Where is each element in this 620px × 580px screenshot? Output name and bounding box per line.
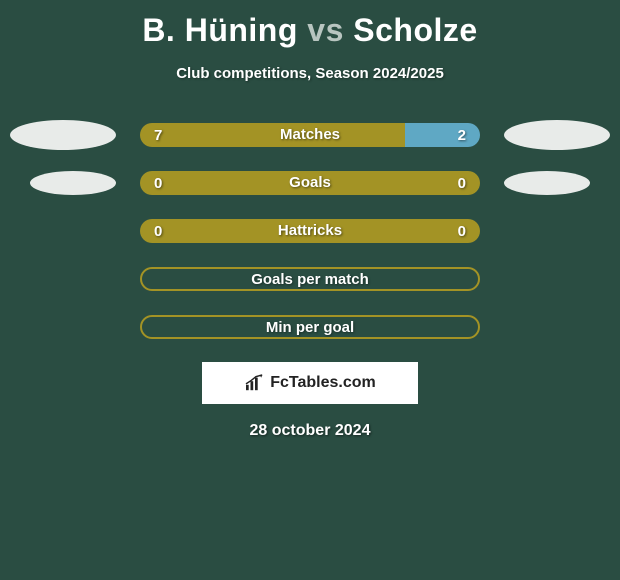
bar-hattricks-left: 0 <box>140 219 310 243</box>
player1-badge-goals <box>30 171 116 195</box>
bar-matches-left: 7 <box>140 123 405 147</box>
bar-goals-left: 0 <box>140 171 310 195</box>
bar-matches-right: 2 <box>405 123 480 147</box>
player2-badge-matches <box>504 120 610 150</box>
bar-hattricks-right: 0 <box>310 219 480 243</box>
bar-goals-right: 0 <box>310 171 480 195</box>
player2-name: Scholze <box>353 12 477 48</box>
date-text: 28 october 2024 <box>0 422 620 440</box>
row-hattricks: 0 0 Hattricks <box>0 218 620 244</box>
comparison-rows: 7 2 Matches 0 0 Goals 0 <box>0 122 620 340</box>
row-gpm: Goals per match <box>0 266 620 292</box>
bar-mpg: Min per goal <box>140 315 480 339</box>
bar-hattricks: 0 0 Hattricks <box>140 219 480 243</box>
goals-left-value: 0 <box>154 175 162 192</box>
bar-gpm: Goals per match <box>140 267 480 291</box>
row-goals: 0 0 Goals <box>0 170 620 196</box>
badge-text: FcTables.com <box>270 374 376 392</box>
row-mpg: Min per goal <box>0 314 620 340</box>
bar-matches: 7 2 Matches <box>140 123 480 147</box>
hattricks-left-value: 0 <box>154 223 162 240</box>
hattricks-right-value: 0 <box>458 223 466 240</box>
player2-badge-goals <box>504 171 590 195</box>
bar-mpg-label: Min per goal <box>266 319 354 336</box>
subtitle: Club competitions, Season 2024/2025 <box>0 65 620 82</box>
goals-right-value: 0 <box>458 175 466 192</box>
bar-gpm-label: Goals per match <box>251 271 369 288</box>
chart-icon <box>244 374 266 392</box>
row-matches: 7 2 Matches <box>0 122 620 148</box>
bar-goals: 0 0 Goals <box>140 171 480 195</box>
player1-name: B. Hüning <box>142 12 298 48</box>
vs-text: vs <box>307 12 344 48</box>
player1-badge-matches <box>10 120 116 150</box>
page-title: B. Hüning vs Scholze <box>0 0 620 49</box>
matches-left-value: 7 <box>154 127 162 144</box>
matches-right-value: 2 <box>458 127 466 144</box>
source-badge: FcTables.com <box>202 362 418 404</box>
